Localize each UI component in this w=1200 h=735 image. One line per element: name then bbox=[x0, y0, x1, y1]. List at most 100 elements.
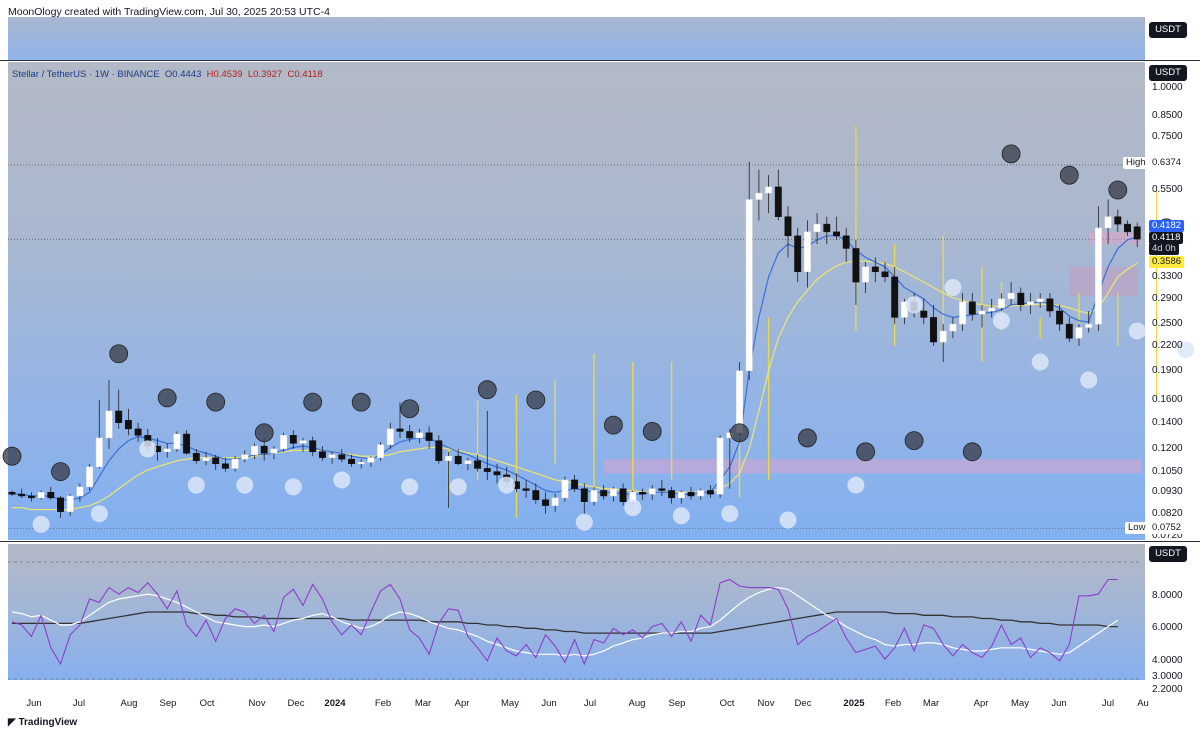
light-signal-dot bbox=[944, 279, 962, 297]
candle bbox=[600, 490, 608, 497]
candle bbox=[289, 435, 297, 444]
dark-signal-dot bbox=[1108, 180, 1128, 200]
candle bbox=[551, 497, 559, 506]
currency-badge-main[interactable]: USDT bbox=[1149, 65, 1187, 81]
candle bbox=[221, 463, 229, 469]
candle bbox=[619, 488, 627, 502]
candle bbox=[939, 330, 947, 343]
dark-signal-dot bbox=[51, 462, 70, 482]
candle bbox=[483, 468, 491, 472]
candle bbox=[8, 492, 16, 495]
candle bbox=[959, 301, 967, 325]
dark-signal-dot bbox=[2, 446, 22, 466]
light-signal-dot bbox=[1080, 371, 1098, 389]
candle bbox=[580, 488, 588, 502]
light-signal-dot bbox=[1177, 341, 1195, 359]
candle bbox=[842, 235, 850, 249]
candle bbox=[988, 307, 996, 312]
time-tick-label: May bbox=[1011, 698, 1029, 709]
candle bbox=[1036, 298, 1044, 303]
candle bbox=[639, 492, 646, 495]
light-signal-dot bbox=[236, 476, 254, 494]
dark-signal-dot bbox=[856, 442, 875, 462]
candle bbox=[571, 479, 579, 489]
candle bbox=[1065, 323, 1073, 339]
candle bbox=[105, 410, 113, 439]
candle bbox=[328, 454, 336, 458]
light-signal-dot bbox=[672, 507, 690, 525]
candle bbox=[949, 323, 957, 332]
light-signal-dot bbox=[284, 478, 302, 496]
candle bbox=[1104, 216, 1112, 229]
tradingview-logo-icon: ◤ bbox=[8, 717, 16, 728]
dark-signal-dot bbox=[351, 392, 371, 412]
dark-signal-dot bbox=[1059, 165, 1079, 185]
time-tick-label: Feb bbox=[884, 698, 902, 709]
candle bbox=[765, 186, 773, 194]
demand-zone bbox=[603, 459, 1142, 474]
legend-open: O0.4443 bbox=[164, 69, 202, 80]
candle bbox=[716, 437, 724, 495]
candle bbox=[192, 452, 200, 461]
price-tick-label: 0.1200 bbox=[1152, 442, 1183, 454]
price-tick-label: 0.2500 bbox=[1152, 318, 1183, 330]
oscillator-tick-label: 3.0000 bbox=[1152, 671, 1183, 682]
candle bbox=[542, 499, 549, 506]
light-signal-dot bbox=[187, 476, 205, 494]
candle bbox=[871, 266, 879, 273]
low-value-tag: 0.0752 bbox=[1149, 522, 1185, 534]
top-indicator-pane bbox=[8, 17, 1145, 60]
candle bbox=[813, 223, 821, 233]
candle bbox=[755, 192, 763, 200]
currency-badge-osc[interactable]: USDT bbox=[1149, 546, 1187, 562]
tradingview-brand: TradingView bbox=[18, 717, 78, 728]
candle bbox=[212, 457, 220, 464]
candle bbox=[134, 428, 142, 436]
candle bbox=[668, 490, 676, 499]
candle bbox=[95, 437, 103, 468]
candle bbox=[803, 231, 811, 273]
time-tick-label: 2024 bbox=[324, 698, 346, 709]
candle bbox=[299, 440, 307, 444]
candle bbox=[997, 298, 1005, 309]
candle bbox=[1133, 226, 1141, 240]
chart-attribution: MoonOlogy created with TradingView.com, … bbox=[8, 6, 330, 18]
candle bbox=[280, 435, 288, 450]
candle bbox=[251, 445, 258, 455]
time-tick-label: May bbox=[501, 698, 519, 709]
price-tick-label: 0.7500 bbox=[1152, 131, 1183, 143]
pane-separator[interactable] bbox=[0, 60, 1200, 61]
candle bbox=[163, 448, 171, 453]
candle bbox=[978, 310, 986, 315]
symbol-legend[interactable]: Stellar / TetherUS · 1W · BINANCE O0.444… bbox=[12, 69, 323, 80]
time-tick-label: Nov bbox=[757, 698, 775, 709]
currency-badge-top[interactable]: USDT bbox=[1149, 22, 1187, 38]
ma-value-tag: 0.4182 bbox=[1149, 220, 1185, 232]
price-tick-label: 1.0000 bbox=[1152, 82, 1183, 94]
candle bbox=[309, 440, 317, 453]
oscillator-tick-label: 6.0000 bbox=[1152, 622, 1183, 634]
dark-signal-dot bbox=[254, 423, 274, 443]
pane-separator[interactable] bbox=[0, 541, 1200, 542]
light-signal-dot bbox=[905, 296, 923, 314]
light-signal-dot bbox=[1128, 322, 1146, 340]
candle bbox=[66, 495, 74, 512]
candle bbox=[231, 458, 239, 469]
candle bbox=[474, 460, 482, 469]
time-tick-label: Jul bbox=[1101, 698, 1115, 709]
candle bbox=[677, 492, 685, 499]
candle bbox=[493, 471, 501, 476]
dark-signal-dot bbox=[1001, 144, 1021, 164]
candle bbox=[1085, 323, 1093, 328]
dark-signal-dot bbox=[604, 415, 623, 435]
light-signal-dot bbox=[779, 511, 797, 529]
candle bbox=[522, 488, 530, 491]
dark-signal-dot bbox=[904, 431, 924, 451]
price-tick-label: 0.1050 bbox=[1152, 465, 1183, 477]
high-value-tag: 0.6374 bbox=[1149, 157, 1185, 169]
oscillator-tick-label: 4.0000 bbox=[1152, 654, 1183, 666]
candle bbox=[396, 428, 404, 432]
candle bbox=[202, 457, 210, 461]
light-signal-dot bbox=[449, 478, 467, 496]
